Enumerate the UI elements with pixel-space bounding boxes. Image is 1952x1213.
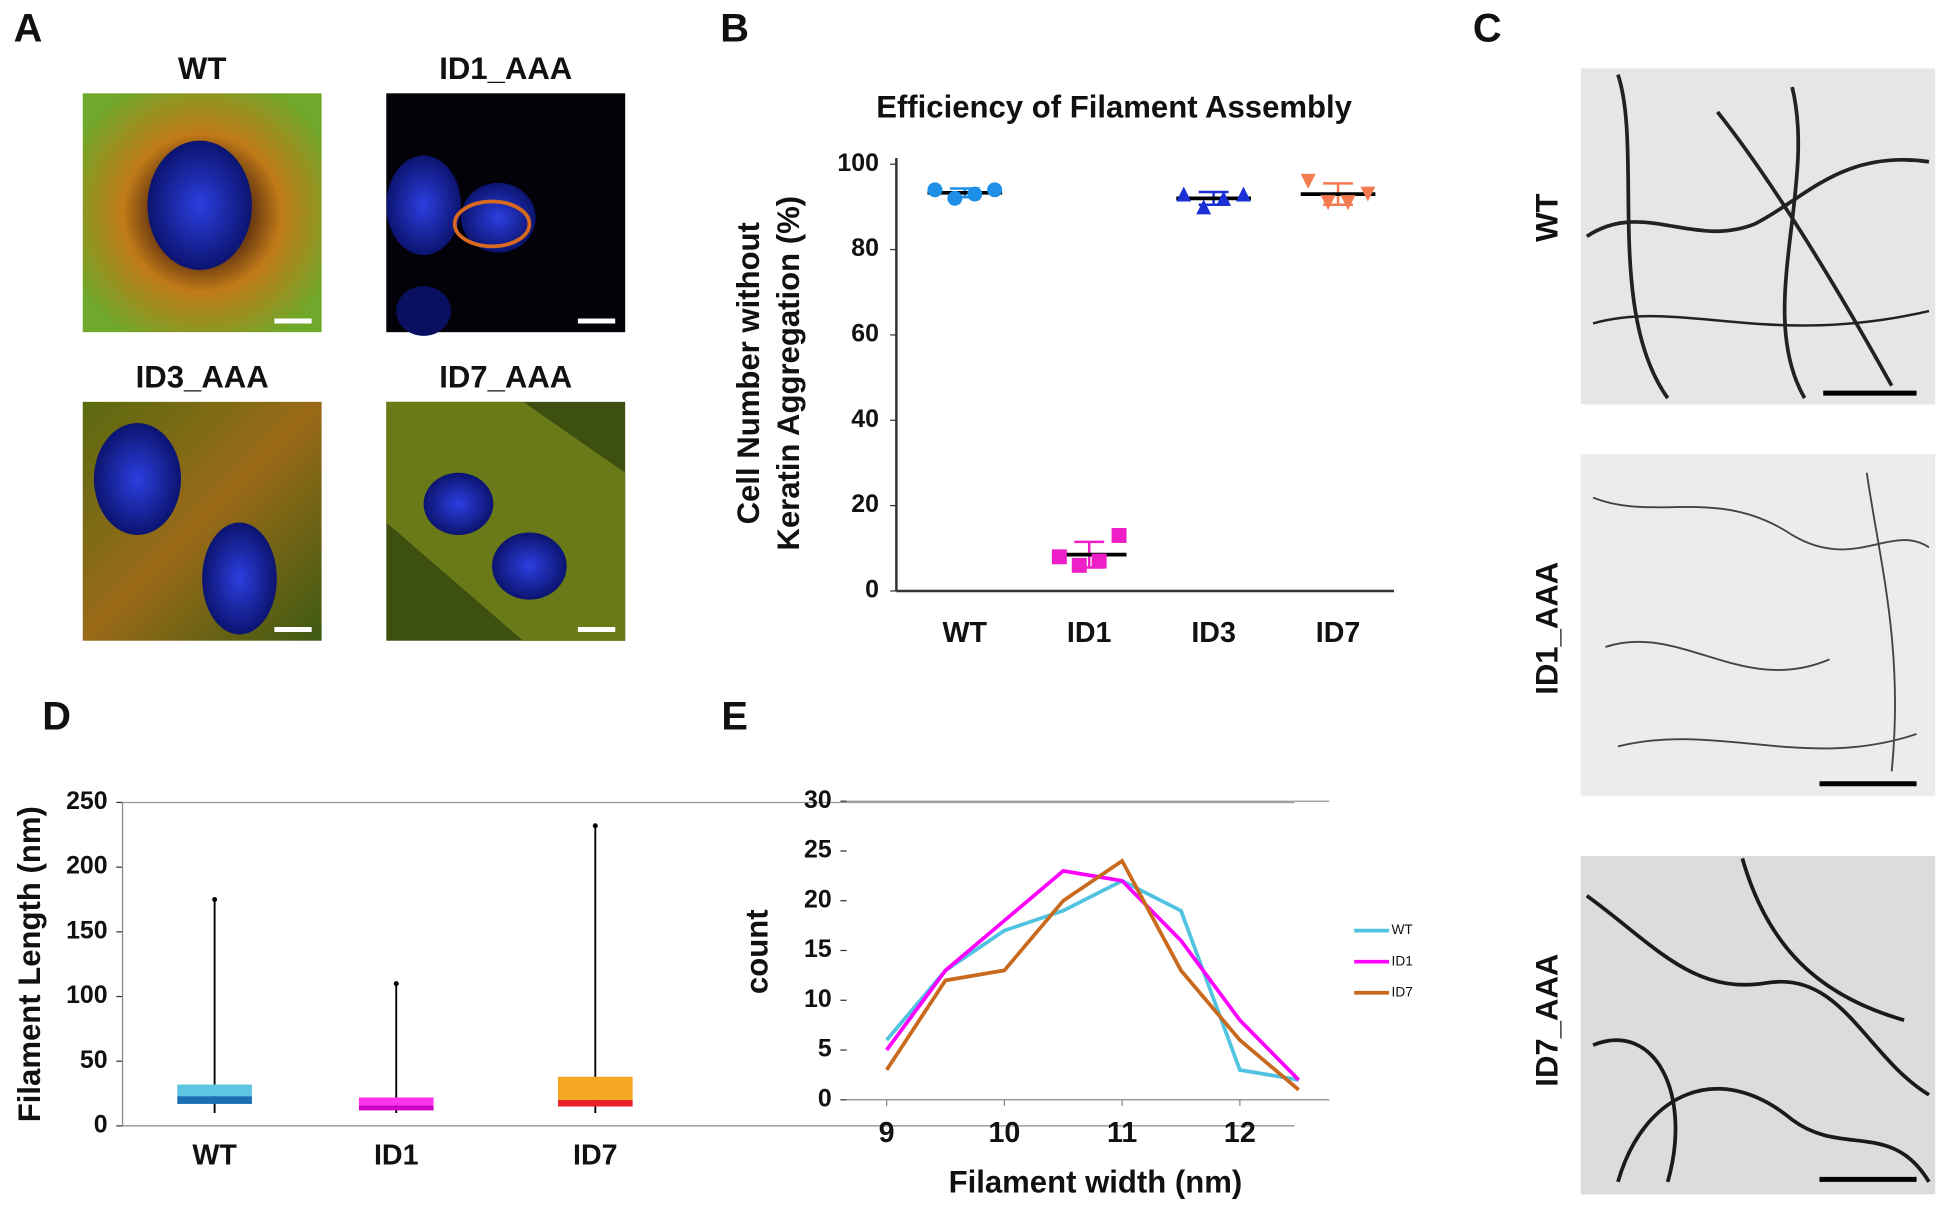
y-tick-label: 20 [804, 885, 832, 913]
y-axis-label: Keratin Aggregation (%) [771, 196, 806, 551]
y-tick-label: 25 [804, 836, 832, 864]
y-tick-label: 5 [818, 1035, 832, 1063]
y-axis-label: Cell Number without [731, 222, 766, 524]
panel-label: A [14, 7, 43, 51]
image-title: WT [178, 51, 226, 86]
x-tick-label: ID7 [1316, 617, 1361, 649]
data-point [1320, 195, 1336, 211]
x-tick-label: 9 [879, 1117, 895, 1149]
data-point [927, 182, 943, 198]
data-point [1300, 173, 1316, 189]
data-point [987, 182, 1003, 198]
y-tick-label: 250 [66, 787, 108, 815]
micrograph [82, 401, 322, 641]
data-point [1051, 549, 1067, 565]
micrograph [386, 93, 626, 336]
data-point [1091, 553, 1107, 569]
x-tick-label: 10 [988, 1117, 1020, 1149]
x-tick-label: ID1 [1067, 617, 1112, 649]
image-label: WT [1530, 194, 1565, 242]
data-point [1216, 190, 1232, 206]
x-tick-label: 12 [1224, 1117, 1256, 1149]
y-axis-label: count [740, 909, 775, 994]
panel-label: C [1473, 7, 1502, 51]
image-title: ID7_AAA [439, 360, 572, 395]
y-tick-label: 10 [804, 985, 832, 1013]
y-tick-label: 30 [804, 786, 832, 814]
y-axis-label: Filament Length (nm) [12, 806, 47, 1122]
image-label: ID1_AAA [1530, 562, 1565, 695]
data-point [1196, 199, 1212, 215]
box-upper [358, 1097, 434, 1106]
y-tick-label: 0 [818, 1084, 832, 1112]
data-point [1360, 186, 1376, 202]
y-tick-label: 40 [851, 405, 879, 433]
data-point [1236, 186, 1251, 202]
data-point [1176, 186, 1192, 202]
data-point [1340, 195, 1356, 211]
x-tick-label: 11 [1107, 1117, 1137, 1149]
max-point [592, 823, 598, 829]
em-image [1580, 855, 1936, 1195]
box-upper [557, 1076, 633, 1101]
max-point [393, 981, 399, 987]
legend-label: WT [1392, 922, 1414, 937]
y-tick-label: 50 [80, 1046, 108, 1074]
legend-label: ID7 [1392, 984, 1413, 999]
y-tick-label: 0 [865, 576, 879, 604]
data-point [967, 186, 983, 202]
y-tick-label: 100 [837, 149, 879, 177]
y-tick-label: 60 [851, 319, 879, 347]
chart-title: Efficiency of Filament Assembly [876, 90, 1352, 125]
x-axis-label: Filament width (nm) [949, 1165, 1243, 1200]
x-tick-label: WT [943, 617, 988, 649]
image-title: ID1_AAA [439, 51, 572, 86]
x-tick-label: WT [192, 1140, 237, 1172]
box-lower [557, 1100, 633, 1107]
image-label: ID7_AAA [1530, 954, 1565, 1087]
legend-label: ID1 [1392, 953, 1413, 968]
data-point [1071, 557, 1087, 573]
max-point [212, 896, 218, 902]
em-image [1580, 68, 1936, 405]
data-point [1111, 528, 1127, 543]
y-tick-label: 15 [804, 935, 832, 963]
image-title: ID3_AAA [136, 360, 269, 395]
y-tick-label: 200 [66, 852, 108, 880]
panel-label: D [42, 695, 71, 739]
data-point [947, 190, 963, 206]
micrograph [386, 401, 626, 641]
y-tick-label: 20 [851, 490, 879, 518]
box-upper [177, 1084, 252, 1097]
em-image [1580, 454, 1936, 797]
y-tick-label: 100 [66, 981, 108, 1009]
y-tick-label: 80 [851, 234, 879, 262]
data-line [885, 858, 1300, 1092]
y-tick-label: 150 [66, 916, 108, 944]
panel-label: E [721, 695, 748, 739]
y-tick-label: 0 [94, 1110, 108, 1138]
x-tick-label: ID1 [374, 1140, 419, 1172]
x-tick-label: ID7 [573, 1140, 618, 1172]
micrograph [82, 93, 322, 333]
x-tick-label: ID3 [1191, 617, 1236, 649]
box-lower [358, 1105, 434, 1111]
data-line [885, 868, 1301, 1082]
box-lower [177, 1096, 252, 1104]
panel-label: B [720, 7, 749, 51]
